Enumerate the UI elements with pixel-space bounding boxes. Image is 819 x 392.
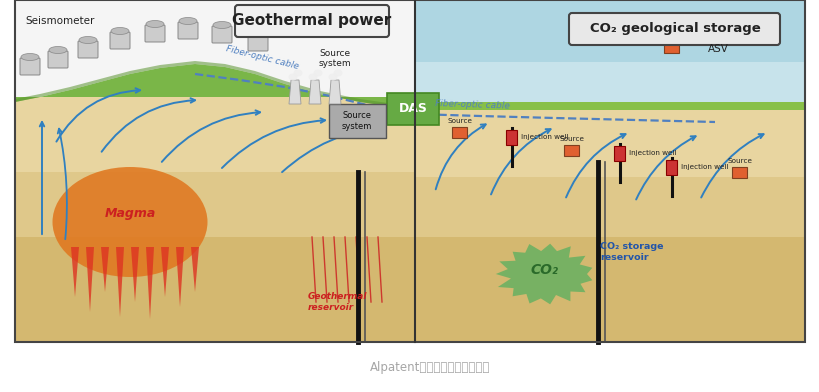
FancyBboxPatch shape: [663, 42, 679, 53]
Polygon shape: [131, 247, 139, 302]
FancyArrowPatch shape: [565, 134, 625, 198]
Ellipse shape: [333, 69, 342, 76]
Ellipse shape: [146, 20, 164, 27]
Text: Alpatent前沿研发信息介绍平台: Alpatent前沿研发信息介绍平台: [369, 361, 490, 374]
Text: Geothermal power: Geothermal power: [232, 13, 391, 27]
Polygon shape: [15, 237, 414, 342]
FancyBboxPatch shape: [613, 145, 625, 160]
Ellipse shape: [213, 22, 231, 29]
Text: CO₂: CO₂: [531, 263, 559, 277]
Text: Fiber-optic cable: Fiber-optic cable: [434, 100, 509, 111]
Ellipse shape: [21, 53, 39, 60]
FancyArrowPatch shape: [491, 129, 550, 194]
Polygon shape: [414, 177, 804, 237]
FancyBboxPatch shape: [78, 41, 98, 58]
Text: ASV: ASV: [707, 44, 727, 54]
FancyArrowPatch shape: [40, 122, 44, 234]
Ellipse shape: [249, 29, 267, 36]
Ellipse shape: [308, 74, 317, 80]
Text: Injection well: Injection well: [520, 134, 568, 140]
Text: Geothermal
reservoir: Geothermal reservoir: [308, 292, 367, 312]
FancyBboxPatch shape: [178, 22, 197, 39]
Polygon shape: [191, 247, 199, 292]
FancyArrowPatch shape: [700, 134, 762, 198]
FancyArrowPatch shape: [57, 129, 67, 239]
FancyArrowPatch shape: [57, 88, 140, 142]
Text: DAS: DAS: [398, 102, 427, 114]
Text: Source: Source: [658, 33, 684, 39]
FancyBboxPatch shape: [731, 167, 747, 178]
FancyBboxPatch shape: [145, 25, 165, 42]
Polygon shape: [101, 247, 109, 292]
FancyBboxPatch shape: [20, 58, 40, 75]
FancyArrowPatch shape: [636, 136, 695, 200]
Polygon shape: [414, 110, 804, 177]
Polygon shape: [705, 19, 733, 30]
Ellipse shape: [52, 167, 207, 277]
FancyBboxPatch shape: [48, 51, 68, 68]
Text: Injection well: Injection well: [680, 164, 727, 170]
Ellipse shape: [179, 18, 197, 25]
Text: Magma: Magma: [104, 207, 156, 220]
Ellipse shape: [288, 74, 297, 80]
FancyBboxPatch shape: [235, 5, 388, 37]
Text: CO₂ geological storage: CO₂ geological storage: [589, 22, 759, 34]
Polygon shape: [288, 80, 301, 104]
Polygon shape: [414, 102, 804, 110]
Polygon shape: [495, 244, 591, 304]
Polygon shape: [414, 0, 804, 110]
Polygon shape: [15, 0, 804, 342]
Text: Injection well: Injection well: [628, 150, 676, 156]
FancyBboxPatch shape: [328, 104, 386, 138]
Polygon shape: [15, 64, 414, 109]
FancyBboxPatch shape: [563, 145, 579, 156]
FancyArrowPatch shape: [282, 125, 385, 172]
Polygon shape: [71, 247, 79, 297]
FancyArrowPatch shape: [161, 110, 260, 162]
Polygon shape: [161, 247, 169, 297]
Polygon shape: [686, 30, 749, 44]
FancyBboxPatch shape: [247, 34, 268, 51]
FancyBboxPatch shape: [666, 160, 676, 174]
FancyBboxPatch shape: [506, 129, 517, 145]
FancyBboxPatch shape: [212, 26, 232, 43]
FancyBboxPatch shape: [387, 93, 438, 125]
Text: Source: Source: [559, 136, 584, 142]
Polygon shape: [414, 0, 804, 62]
Text: Source: Source: [726, 158, 752, 164]
Text: Source: Source: [447, 118, 472, 124]
FancyBboxPatch shape: [568, 13, 779, 45]
Text: CO₂ storage
reservoir: CO₂ storage reservoir: [600, 242, 663, 262]
FancyBboxPatch shape: [452, 127, 467, 138]
Polygon shape: [15, 172, 414, 237]
Polygon shape: [328, 80, 341, 104]
Ellipse shape: [293, 69, 302, 76]
Ellipse shape: [313, 69, 322, 76]
Polygon shape: [176, 247, 183, 307]
Text: Source
system: Source system: [342, 111, 372, 131]
FancyBboxPatch shape: [110, 32, 130, 49]
Polygon shape: [146, 247, 154, 319]
FancyArrowPatch shape: [435, 124, 485, 189]
Text: Seismometer: Seismometer: [25, 16, 94, 26]
Ellipse shape: [111, 27, 129, 34]
Polygon shape: [414, 237, 804, 342]
Polygon shape: [86, 247, 94, 312]
Ellipse shape: [79, 36, 97, 44]
FancyArrowPatch shape: [102, 98, 195, 152]
Text: Source
system: Source system: [319, 49, 351, 68]
Polygon shape: [15, 97, 414, 172]
Ellipse shape: [328, 74, 337, 80]
Polygon shape: [309, 80, 320, 104]
FancyArrowPatch shape: [222, 118, 324, 168]
Polygon shape: [15, 61, 414, 109]
Polygon shape: [115, 247, 124, 317]
Text: Fiber-optic cable: Fiber-optic cable: [224, 44, 299, 71]
Ellipse shape: [49, 47, 67, 53]
